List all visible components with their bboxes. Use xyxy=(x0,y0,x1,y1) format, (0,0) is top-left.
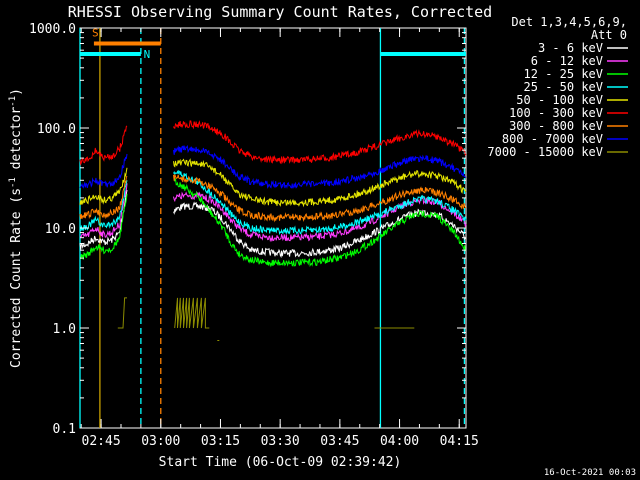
y-tick-label: 100.0 xyxy=(37,122,76,137)
series-line xyxy=(173,158,467,208)
series-line xyxy=(173,169,467,236)
legend-label: 50 - 100 keV xyxy=(516,93,603,107)
series-line xyxy=(79,189,128,250)
series-line xyxy=(173,120,467,165)
x-tick-label: 04:15 xyxy=(440,434,479,449)
x-tick-label: 03:30 xyxy=(261,434,300,449)
series-line xyxy=(79,153,128,189)
legend-label: 800 - 7000 keV xyxy=(502,132,603,146)
y-axis-label-mid: detector xyxy=(9,107,24,178)
series-line xyxy=(173,174,467,223)
x-tick-label: 04:00 xyxy=(380,434,419,449)
x-tick-label: 03:45 xyxy=(320,434,359,449)
series-line xyxy=(173,201,467,259)
x-tick-label: 03:15 xyxy=(201,434,240,449)
series-line xyxy=(79,193,128,260)
y-tick-label: 0.1 xyxy=(53,422,76,437)
legend-label: 300 - 800 keV xyxy=(509,119,603,133)
interval-bars: SN xyxy=(80,27,466,61)
series-line xyxy=(79,167,128,205)
x-tick-label: 03:00 xyxy=(141,434,180,449)
x-tick-label: 02:45 xyxy=(82,434,121,449)
legend-header-line1: Det 1,3,4,5,6,9, xyxy=(511,15,627,29)
y-axis-label-end: ) xyxy=(9,88,24,96)
series-line xyxy=(79,175,128,220)
x-axis-label: Start Time (06-Oct-09 02:39:42) xyxy=(159,455,402,470)
series-line xyxy=(79,125,128,167)
legend-label: 100 - 300 keV xyxy=(509,106,603,120)
legend-label: 7000 - 15000 keV xyxy=(487,145,603,159)
series-line xyxy=(79,183,128,238)
series-line xyxy=(117,297,127,329)
series-line xyxy=(173,176,467,268)
y-axis-label-main: Corrected Count Rate (s xyxy=(9,188,24,368)
series-line xyxy=(173,144,467,189)
y-axis-label-exp2: -1 xyxy=(8,96,18,107)
x-axis-ticks: 02:45 03:00 03:15 03:30 03:45 04:00 04:15 xyxy=(80,28,479,449)
legend-label: 12 - 25 keV xyxy=(524,67,603,81)
footer-date: 16-Oct-2021 00:03 xyxy=(544,468,636,478)
legend-header-line2: Att 0 xyxy=(591,28,627,42)
chart-title: RHESSI Observing Summary Count Rates, Co… xyxy=(68,3,492,21)
y-tick-label: 10.0 xyxy=(45,222,76,237)
interval-label: S xyxy=(92,27,99,40)
series-line xyxy=(174,297,210,329)
y-axis-ticks: 1000.0 100.0 10.0 1.0 0.1 xyxy=(29,22,466,437)
legend-label: 25 - 50 keV xyxy=(524,80,603,94)
y-axis-label-exp1: -1 xyxy=(8,177,18,188)
y-axis-label: Corrected Count Rate (s-1 detector-1) xyxy=(8,88,24,368)
interval-label: N xyxy=(144,48,151,61)
legend-label: 6 - 12 keV xyxy=(531,54,603,68)
series-lines xyxy=(79,120,467,341)
legend-label: 3 - 6 keV xyxy=(538,41,603,55)
y-tick-label: 1000.0 xyxy=(29,22,76,37)
y-tick-label: 1.0 xyxy=(53,322,76,337)
